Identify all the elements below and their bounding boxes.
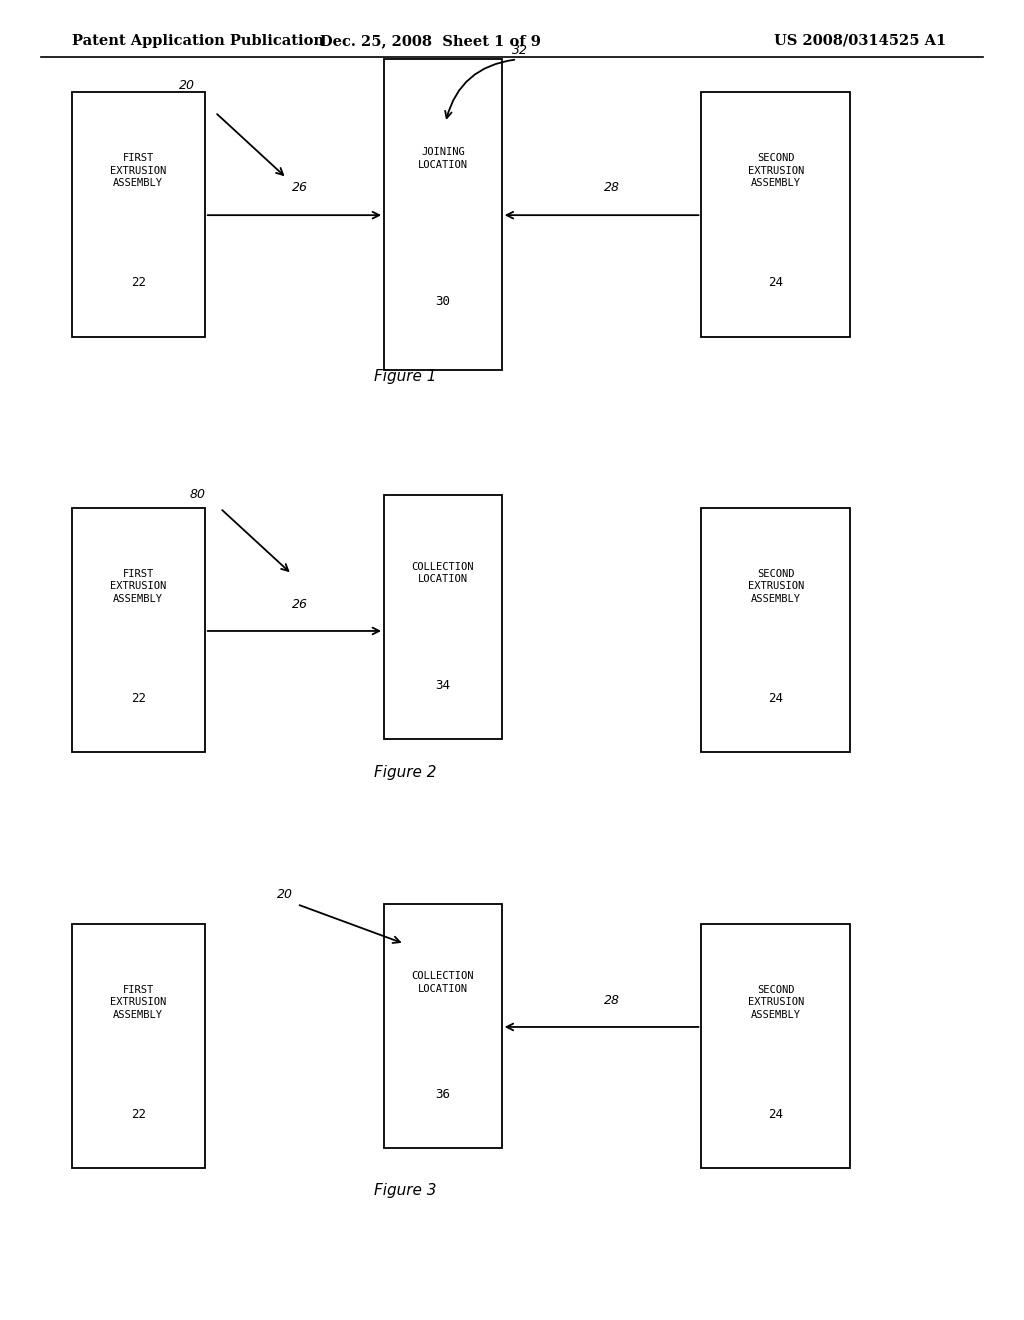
Bar bbox=[701, 924, 850, 1168]
Bar bbox=[72, 924, 205, 1168]
Text: 20: 20 bbox=[276, 888, 293, 902]
Text: Dec. 25, 2008  Sheet 1 of 9: Dec. 25, 2008 Sheet 1 of 9 bbox=[319, 34, 541, 48]
Text: 32: 32 bbox=[512, 44, 528, 57]
Text: 24: 24 bbox=[768, 276, 783, 289]
Text: 22: 22 bbox=[131, 692, 145, 705]
Text: 80: 80 bbox=[189, 488, 206, 502]
Text: FIRST
EXTRUSION
ASSEMBLY: FIRST EXTRUSION ASSEMBLY bbox=[111, 985, 166, 1019]
Bar bbox=[701, 508, 850, 752]
Text: SECOND
EXTRUSION
ASSEMBLY: SECOND EXTRUSION ASSEMBLY bbox=[748, 569, 804, 603]
Text: 28: 28 bbox=[604, 181, 621, 194]
Bar bbox=[384, 59, 502, 370]
Text: Figure 3: Figure 3 bbox=[374, 1183, 436, 1199]
Bar bbox=[701, 92, 850, 337]
Bar bbox=[384, 904, 502, 1148]
Text: Figure 1: Figure 1 bbox=[374, 368, 436, 384]
Text: Patent Application Publication: Patent Application Publication bbox=[72, 34, 324, 48]
Bar bbox=[72, 508, 205, 752]
Text: 28: 28 bbox=[604, 994, 621, 1007]
Text: SECOND
EXTRUSION
ASSEMBLY: SECOND EXTRUSION ASSEMBLY bbox=[748, 153, 804, 187]
Text: 20: 20 bbox=[179, 79, 196, 92]
Text: SECOND
EXTRUSION
ASSEMBLY: SECOND EXTRUSION ASSEMBLY bbox=[748, 985, 804, 1019]
Text: 24: 24 bbox=[768, 1107, 783, 1121]
Text: 22: 22 bbox=[131, 1107, 145, 1121]
Text: 36: 36 bbox=[435, 1088, 451, 1101]
Bar bbox=[72, 92, 205, 337]
Bar bbox=[384, 495, 502, 739]
Text: FIRST
EXTRUSION
ASSEMBLY: FIRST EXTRUSION ASSEMBLY bbox=[111, 153, 166, 187]
Text: FIRST
EXTRUSION
ASSEMBLY: FIRST EXTRUSION ASSEMBLY bbox=[111, 569, 166, 603]
Text: 26: 26 bbox=[292, 598, 308, 611]
Text: 34: 34 bbox=[435, 678, 451, 692]
Text: COLLECTION
LOCATION: COLLECTION LOCATION bbox=[412, 562, 474, 585]
Text: 22: 22 bbox=[131, 276, 145, 289]
Text: COLLECTION
LOCATION: COLLECTION LOCATION bbox=[412, 972, 474, 994]
Text: 26: 26 bbox=[292, 181, 308, 194]
Text: 24: 24 bbox=[768, 692, 783, 705]
Text: US 2008/0314525 A1: US 2008/0314525 A1 bbox=[774, 34, 946, 48]
Text: 30: 30 bbox=[435, 294, 451, 308]
Text: JOINING
LOCATION: JOINING LOCATION bbox=[418, 148, 468, 170]
Text: Figure 2: Figure 2 bbox=[374, 764, 436, 780]
